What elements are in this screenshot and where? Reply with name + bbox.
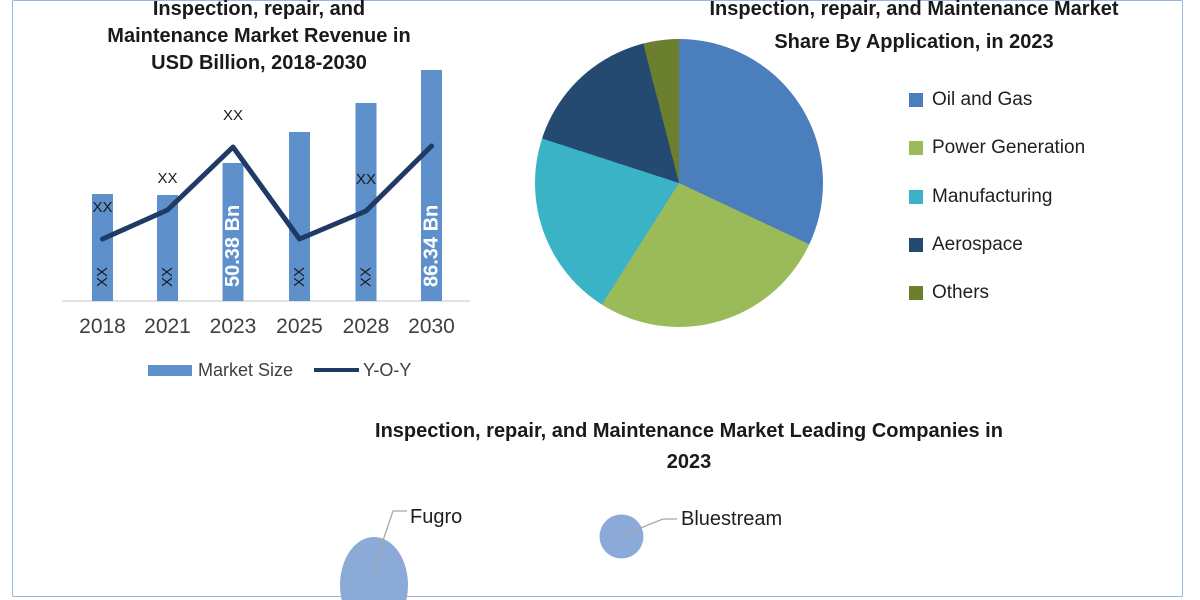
x-axis-label-2023: 2023 (209, 315, 257, 338)
legend-label: Power Generation (932, 137, 1086, 159)
market-size-legend-label: Market Size (198, 359, 294, 380)
legend-label: Aerospace (932, 234, 1023, 256)
x-axis-label-2030: 2030 (408, 315, 455, 338)
legend-label: Oil and Gas (932, 89, 1033, 111)
legend-item-manufacturing: Manufacturing (909, 173, 1085, 221)
yoy-value-label-2028: XX (356, 171, 376, 188)
bubble-label-bluestream: Bluestream (681, 508, 782, 530)
bar-2018 (92, 194, 113, 301)
x-axis-label-2028: 2028 (342, 315, 390, 338)
yoy-legend-label: Y-O-Y (363, 359, 412, 380)
legend-item-oil-and-gas: Oil and Gas (909, 76, 1085, 124)
yoy-value-label-2023: XX (223, 107, 243, 124)
bar-2021 (157, 195, 178, 301)
revenue-chart-title-line: Inspection, repair, and (152, 0, 366, 20)
bubble-label-fugro: Fugro (410, 506, 462, 528)
x-axis-label-2021: 2021 (144, 315, 191, 338)
legend-item-power-generation: Power Generation (909, 124, 1085, 172)
leader-line-fugro (372, 510, 407, 571)
pie-chart-title-line: Inspection, repair, and Maintenance Mark… (709, 0, 1119, 20)
leader-line-bluestream (622, 518, 677, 536)
bar-2025 (289, 132, 310, 301)
x-axis-label-2018: 2018 (79, 315, 126, 338)
bar-value-label-2025: XX (291, 267, 308, 287)
bar-2023 (222, 163, 244, 301)
x-axis-label-2025: 2025 (276, 315, 323, 338)
yoy-line (100, 143, 434, 242)
bar-2028 (355, 103, 377, 301)
legend-item-aerospace: Aerospace (909, 221, 1085, 269)
legend-label: Manufacturing (932, 185, 1053, 207)
legend-color-chip (909, 238, 923, 253)
legend-color-chip (909, 286, 923, 301)
revenue-chart-title-line: Maintenance Market Revenue in (107, 25, 411, 47)
revenue-chart-title-line: USD Billion, 2018-2030 (151, 52, 367, 74)
revenue-chart-title: Inspection, repair, and Maintenance Mark… (59, 0, 459, 77)
slide-border (12, 0, 1183, 597)
yoy-value-label-2018: XX (92, 199, 112, 216)
bar-2030 (421, 70, 442, 301)
legend-label: Others (932, 282, 990, 304)
bar-value-label-2018: XX (94, 267, 111, 287)
bubble-chart-title-line: 2023 (666, 451, 712, 473)
market-size-legend-swatch (148, 364, 192, 376)
bar-value-label-2030: 86.34 Bn (421, 205, 443, 287)
legend-color-chip (909, 141, 923, 156)
bar-value-label-2021: XX (159, 267, 176, 287)
bubble-chart-title-line: Inspection, repair, and Maintenance Mark… (375, 420, 1003, 442)
yoy-legend-swatch (314, 368, 360, 372)
bar-value-label-2028: XX (358, 267, 375, 287)
revenue-chart-legend: Market Size Y-O-Y (148, 359, 412, 380)
legend-color-chip (909, 93, 923, 108)
bubble-chart-title: Inspection, repair, and Maintenance Mark… (309, 416, 1069, 478)
legend-item-others: Others (909, 269, 1085, 317)
legend-color-chip (909, 189, 923, 204)
pie-chart-title: Inspection, repair, and Maintenance Mark… (634, 0, 1194, 59)
pie-chart (535, 39, 823, 327)
pie-legend: Oil and Gas Power Generation Manufacturing… (909, 76, 1085, 317)
bar-value-label-2023: 50.38 Bn (222, 205, 244, 287)
bubble-bluestream (599, 514, 644, 559)
pie-chart-title-line: Share By Application, in 2023 (774, 31, 1054, 53)
yoy-value-label-2021: XX (157, 170, 177, 187)
